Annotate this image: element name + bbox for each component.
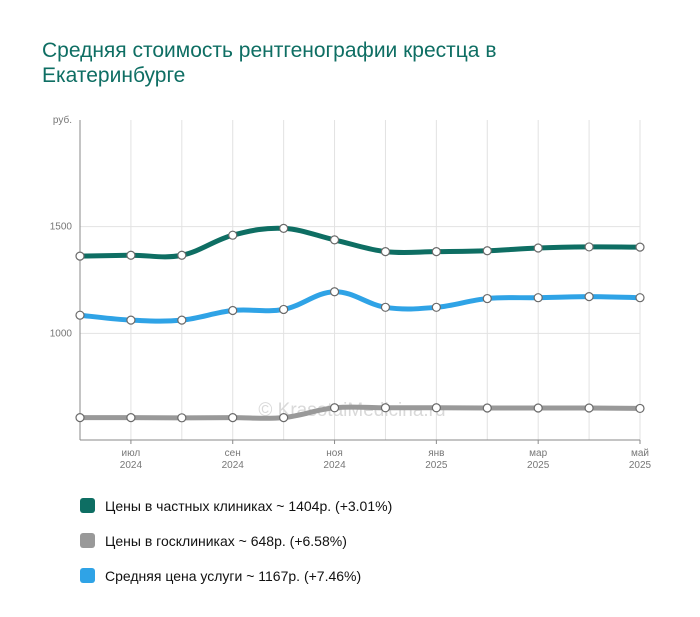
data-point-average <box>380 302 391 312</box>
x-tick-month: янв <box>428 448 444 459</box>
data-point-average <box>279 304 289 315</box>
legend-swatch-average <box>80 568 95 583</box>
data-point-private <box>279 223 289 233</box>
x-tick-month: июл <box>122 448 141 459</box>
legend-label-public: Цены в госклиниках ~ 648р. (+6.58%) <box>105 532 347 549</box>
data-point-private <box>635 242 645 252</box>
data-point-public <box>533 403 543 413</box>
data-point-average <box>584 292 594 302</box>
data-point-public <box>482 403 492 413</box>
series-points <box>75 223 645 423</box>
grid-lines <box>79 120 641 440</box>
legend-item-public[interactable]: Цены в госклиниках ~ 648р. (+6.58%) <box>80 523 392 558</box>
legend-swatch-public <box>80 533 95 548</box>
data-point-average <box>533 293 543 303</box>
data-point-public <box>279 413 289 423</box>
data-point-average <box>75 310 85 320</box>
x-tick-year: 2025 <box>425 460 448 471</box>
data-point-average <box>329 287 340 297</box>
data-point-private <box>584 242 594 252</box>
x-tick-month: сен <box>225 448 241 459</box>
data-point-private <box>75 251 85 261</box>
data-point-private <box>228 230 238 240</box>
data-point-private <box>177 250 187 260</box>
legend: Цены в частных клиниках ~ 1404р. (+3.01%… <box>80 488 392 593</box>
data-point-public <box>380 403 391 413</box>
x-tick-year: 2024 <box>222 460 245 471</box>
data-point-average <box>177 315 187 325</box>
legend-item-private[interactable]: Цены в частных клиниках ~ 1404р. (+3.01%… <box>80 488 392 523</box>
x-tick-year: 2024 <box>323 460 346 471</box>
data-point-public <box>635 403 645 414</box>
data-point-private <box>380 247 391 257</box>
legend-label-private: Цены в частных клиниках ~ 1404р. (+3.01%… <box>105 497 393 514</box>
data-point-public <box>126 413 136 423</box>
series-lines <box>77 225 643 421</box>
y-tick-label: 1500 <box>50 222 73 233</box>
data-point-public <box>431 403 441 413</box>
x-tick-year: 2025 <box>527 460 550 471</box>
data-point-public <box>228 413 238 423</box>
data-point-public <box>75 413 85 423</box>
data-point-private <box>482 246 492 256</box>
data-point-public <box>177 413 187 423</box>
x-tick-month: май <box>631 448 649 459</box>
data-point-average <box>228 305 238 316</box>
legend-swatch-private <box>80 498 95 513</box>
data-point-average <box>126 315 136 325</box>
x-tick-month: мар <box>529 448 547 459</box>
y-tick-label: 1000 <box>50 328 73 339</box>
y-unit-label: руб. <box>53 114 72 126</box>
data-point-average <box>431 302 441 312</box>
data-point-private <box>533 243 543 253</box>
data-point-private <box>431 247 441 257</box>
tick-labels: 10001500руб.июл2024сен2024ноя2024янв2025… <box>50 114 652 471</box>
data-point-average <box>635 293 645 303</box>
data-point-private <box>126 250 136 260</box>
data-point-average <box>482 293 492 304</box>
series-line-private <box>77 225 643 260</box>
series-line-average <box>77 289 643 324</box>
x-tick-month: ноя <box>326 448 343 459</box>
x-tick-year: 2024 <box>120 460 143 471</box>
data-point-public <box>329 403 340 413</box>
chart-title: Средняя стоимость рентгенографии крестца… <box>42 39 497 87</box>
axes <box>79 120 641 444</box>
data-point-public <box>584 403 594 413</box>
x-tick-year: 2025 <box>629 460 652 471</box>
legend-item-average[interactable]: Средняя цена услуги ~ 1167р. (+7.46%) <box>80 558 392 593</box>
legend-label-average: Средняя цена услуги ~ 1167р. (+7.46%) <box>105 567 362 584</box>
data-point-private <box>329 235 340 245</box>
